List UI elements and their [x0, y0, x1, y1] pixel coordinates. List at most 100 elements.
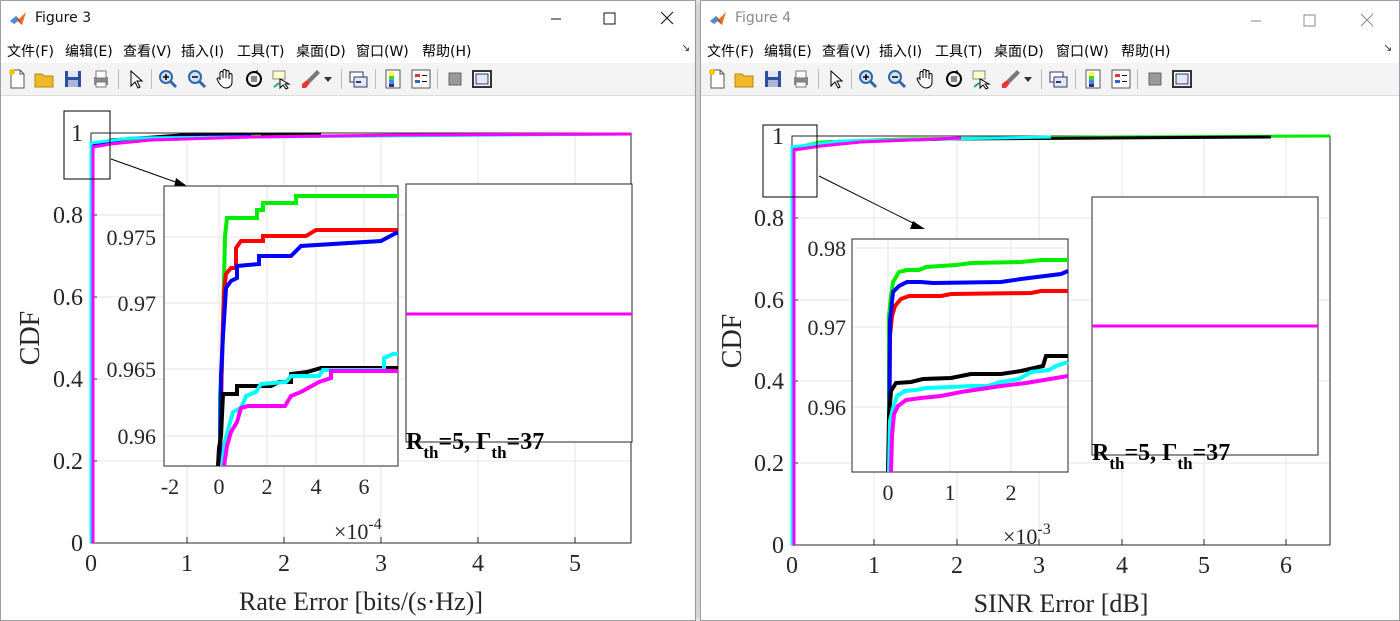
figure4-axes[interactable]: 0 1 2 3 4 5 6 0 0.2 0.4 0.6 0.8 1 SINR E… — [701, 96, 1400, 621]
inset-ytick-label: 0.975 — [107, 225, 157, 250]
link-plot-icon[interactable] — [346, 67, 370, 91]
legend-icon[interactable] — [1109, 67, 1133, 91]
zoom-out-icon[interactable] — [185, 67, 209, 91]
save-icon[interactable] — [61, 67, 85, 91]
menu-window[interactable]: 窗口(W) — [1056, 44, 1109, 60]
link-plot-icon[interactable] — [1046, 67, 1070, 91]
menu-desktop[interactable]: 桌面(D) — [994, 44, 1044, 60]
minimize-button[interactable] — [533, 1, 579, 37]
figure4-titlebar[interactable]: Figure 4 — [701, 1, 1399, 37]
zoom-out-icon[interactable] — [885, 67, 909, 91]
main-series-magenta — [91, 132, 632, 543]
figure3-canvas[interactable]: 0 1 2 3 4 5 0 0.2 0.4 0.6 0.8 1 Rate Err… — [1, 96, 695, 620]
minimize-button[interactable] — [1233, 1, 1279, 37]
inset-ytick-label: 0.97 — [808, 315, 847, 340]
rotate-3d-icon[interactable] — [242, 67, 266, 91]
y-axis-label: CDF — [717, 314, 748, 368]
hide-plot-tools-icon[interactable] — [443, 67, 467, 91]
print-icon[interactable] — [789, 67, 813, 91]
figure3-axes[interactable]: 0 1 2 3 4 5 0 0.2 0.4 0.6 0.8 1 Rate Err… — [1, 96, 696, 621]
brush-icon[interactable] — [299, 67, 323, 91]
data-cursor-icon[interactable] — [970, 67, 994, 91]
brush-dropdown-icon[interactable] — [321, 67, 335, 91]
zoom-arrow-line — [818, 175, 920, 227]
inset-ytick-label: 0.96 — [118, 424, 157, 449]
x-axis-label: Rate Error [bits/(s·Hz)] — [239, 587, 483, 616]
main-curves — [89, 132, 632, 543]
ytick-label: 0.6 — [754, 288, 784, 314]
legend-label: Rth=5, Γth=37 — [1092, 440, 1230, 473]
figure3-titlebar[interactable]: Figure 3 — [1, 1, 695, 37]
menu-window[interactable]: 窗口(W) — [356, 44, 409, 60]
dock-arrow-icon[interactable]: ↘ — [681, 41, 691, 54]
menu-help[interactable]: 帮助(H) — [1121, 44, 1171, 60]
inset-series-magenta — [222, 369, 398, 467]
menu-file[interactable]: 文件(F) — [7, 44, 54, 60]
show-plot-tools-icon[interactable] — [1170, 67, 1194, 91]
inset-x-exponent: ×10-3 — [1003, 521, 1051, 549]
menu-insert[interactable]: 插入(I) — [879, 44, 923, 60]
rotate-3d-icon[interactable] — [942, 67, 966, 91]
pan-hand-icon[interactable] — [213, 67, 237, 91]
colorbar-icon[interactable] — [1081, 67, 1105, 91]
inset-series-cyan — [887, 360, 1069, 473]
xtick-label: 0 — [85, 551, 97, 577]
brush-icon[interactable] — [999, 67, 1023, 91]
colorbar-icon[interactable] — [381, 67, 405, 91]
maximize-button[interactable] — [586, 1, 632, 37]
figure4-canvas[interactable]: 0 1 2 3 4 5 6 0 0.2 0.4 0.6 0.8 1 SINR E… — [701, 96, 1399, 620]
inset-xtick-label: -2 — [161, 474, 179, 499]
ytick-label: 0 — [71, 531, 83, 557]
pointer-icon[interactable] — [124, 67, 148, 91]
pointer-icon[interactable] — [824, 67, 848, 91]
close-button[interactable] — [644, 1, 690, 37]
menu-help[interactable]: 帮助(H) — [422, 44, 472, 60]
menu-tools[interactable]: 工具(T) — [935, 44, 983, 60]
close-button[interactable] — [1344, 1, 1390, 37]
ytick-label: 0.8 — [53, 203, 83, 229]
pan-hand-icon[interactable] — [913, 67, 937, 91]
menu-view[interactable]: 查看(V) — [822, 44, 871, 60]
legend-icon[interactable] — [409, 67, 433, 91]
maximize-button[interactable] — [1286, 1, 1332, 37]
zoom-in-icon[interactable] — [856, 67, 880, 91]
open-folder-icon[interactable] — [32, 67, 56, 91]
x-axis-label: SINR Error [dB] — [974, 589, 1149, 618]
save-icon[interactable] — [761, 67, 785, 91]
data-cursor-icon[interactable] — [270, 67, 294, 91]
menu-view[interactable]: 查看(V) — [123, 44, 172, 60]
menu-edit[interactable]: 编辑(E) — [65, 44, 113, 60]
menu-file[interactable]: 文件(F) — [707, 44, 754, 60]
figure3-window[interactable]: Figure 3 文件(F) 编辑(E) 查看(V) 插入(I) 工具(T) 桌… — [0, 0, 696, 621]
inset-xtick-label: 2 — [1006, 480, 1017, 505]
hide-plot-tools-icon[interactable] — [1143, 67, 1167, 91]
new-file-icon[interactable] — [5, 67, 29, 91]
inset-ytick-label: 0.98 — [808, 236, 847, 261]
toolbar-separator — [375, 69, 376, 89]
brush-dropdown-icon[interactable] — [1021, 67, 1035, 91]
toolbar-separator — [341, 69, 342, 89]
inset-ytick-label: 0.965 — [107, 357, 157, 382]
xtick-label: 1 — [868, 553, 880, 579]
menu-edit[interactable]: 编辑(E) — [764, 44, 812, 60]
toolbar-separator — [818, 69, 819, 89]
zoom-in-icon[interactable] — [156, 67, 180, 91]
ytick-label: 1 — [772, 124, 784, 150]
xtick-label: 3 — [1033, 553, 1045, 579]
xtick-label: 5 — [569, 551, 581, 577]
inset-xtick-label: 6 — [359, 474, 370, 499]
figure4-window[interactable]: Figure 4 文件(F) 编辑(E) 查看(V) 插入(I) 工具(T) 桌… — [700, 0, 1400, 621]
print-icon[interactable] — [89, 67, 113, 91]
xtick-label: 6 — [1280, 553, 1292, 579]
inset-xtick-label: 2 — [262, 474, 273, 499]
new-file-icon[interactable] — [705, 67, 729, 91]
main-ytick-labels: 0 0.2 0.4 0.6 0.8 1 — [754, 124, 784, 559]
open-folder-icon[interactable] — [732, 67, 756, 91]
menu-insert[interactable]: 插入(I) — [181, 44, 225, 60]
show-plot-tools-icon[interactable] — [470, 67, 494, 91]
inset-ytick-label: 0.96 — [808, 395, 847, 420]
menu-tools[interactable]: 工具(T) — [237, 44, 285, 60]
menu-desktop[interactable]: 桌面(D) — [296, 44, 346, 60]
toolbar-separator — [1075, 69, 1076, 89]
dock-arrow-icon[interactable]: ↘ — [1383, 41, 1393, 54]
